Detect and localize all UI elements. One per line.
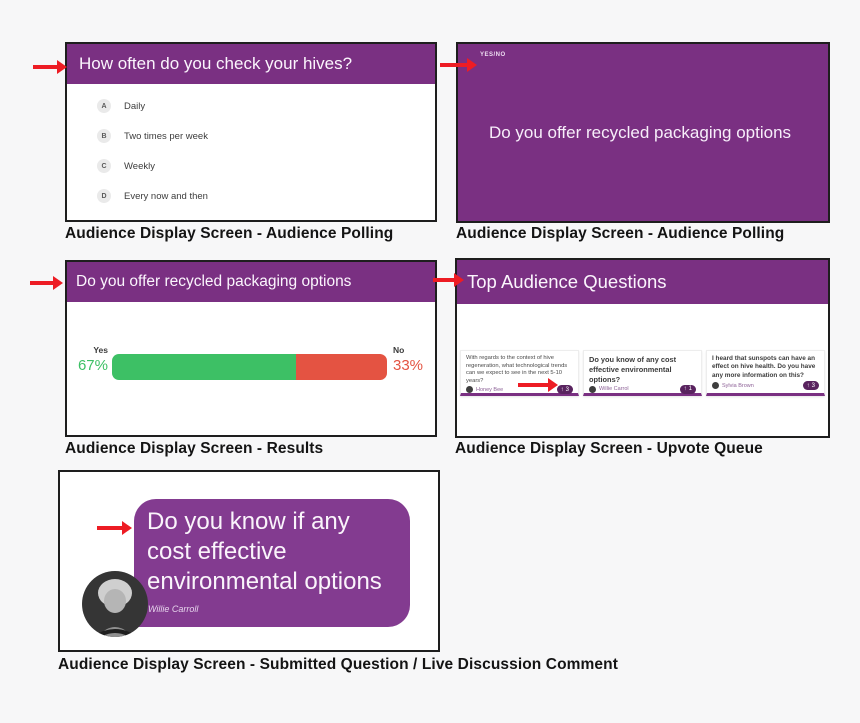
upvote-arrow-icon: ↑ (683, 386, 687, 393)
comment-text: Do you know if any cost effective enviro… (147, 508, 382, 595)
poll-options-list: A Daily B Two times per week C Weekly D … (67, 84, 435, 206)
user-avatar-icon (712, 382, 719, 389)
yesno-question-text: Do you offer recycled packaging options (488, 122, 792, 142)
no-label: No (393, 345, 405, 355)
annotation-arrow-yesno-type (440, 58, 477, 72)
figure-caption-yesno: Audience Display Screen - Audience Polli… (456, 225, 785, 242)
option-letter-badge: B (97, 129, 111, 143)
question-card-footer: Sylvia Brown ↑ 3 (712, 381, 819, 390)
upvote-arrow-icon: ↑ (806, 382, 810, 389)
yes-percent: 67% (77, 356, 108, 374)
commenter-avatar (82, 571, 148, 637)
arrow-head-icon (548, 378, 558, 392)
annotation-arrow-vote-badge (518, 378, 558, 392)
yes-result-label: Yes 67% (67, 346, 108, 373)
question-text: Do you know of any cost effective enviro… (589, 355, 677, 384)
question-author: Honey Bee (476, 386, 504, 393)
vote-count: 3 (565, 386, 569, 393)
question-author: Willie Carrol (599, 386, 629, 393)
figure-caption-upvote: Audience Display Screen - Upvote Queue (455, 440, 763, 457)
poll-option-a[interactable]: A Daily (97, 96, 435, 116)
option-letter-badge: A (97, 99, 111, 113)
arrow-head-icon (53, 276, 63, 290)
figure-caption-results: Audience Display Screen - Results (65, 440, 324, 457)
results-question-text: Do you offer recycled packaging options (76, 273, 352, 290)
poll-option-c[interactable]: C Weekly (97, 156, 435, 176)
question-author: Sylvia Brown (722, 382, 754, 389)
option-label: Daily (124, 100, 146, 112)
upvote-badge[interactable]: ↑ 3 (802, 381, 819, 390)
yes-bar-segment (112, 354, 297, 380)
question-text: With regards to the context of hive rege… (466, 355, 568, 384)
comment-bubble: Do you know if any cost effective enviro… (134, 499, 410, 627)
question-card-row: With regards to the context of hive rege… (460, 350, 825, 396)
question-card-3: I heard that sunspots can have an effect… (706, 350, 825, 396)
figure-caption-submitted: Audience Display Screen - Submitted Ques… (58, 656, 618, 673)
poll-question-header: How often do you check your hives? (67, 44, 435, 84)
question-card-2: Do you know of any cost effective enviro… (583, 350, 702, 396)
option-label: Two times per week (124, 130, 208, 142)
arrow-shaft (30, 281, 53, 285)
figure-caption-poll: Audience Display Screen - Audience Polli… (65, 225, 394, 242)
yesno-question-screen: YES/NO Do you offer recycled packaging o… (456, 42, 830, 223)
yes-label: Yes (93, 345, 108, 355)
question-card-footer: Willie Carrol ↑ 1 (589, 384, 696, 394)
arrow-shaft (97, 526, 122, 530)
annotation-arrow-upvote-header (433, 273, 464, 287)
poll-type-label: YES/NO (480, 52, 506, 58)
results-chart: Yes 67% No 33% (67, 302, 435, 435)
no-bar-segment (296, 354, 387, 380)
poll-question-text: How often do you check your hives? (79, 54, 353, 73)
annotation-arrow-bubble-text (97, 521, 132, 535)
user-avatar-icon (589, 385, 596, 393)
submitted-question-screen: Do you know if any cost effective enviro… (58, 470, 440, 652)
arrow-head-icon (467, 58, 477, 72)
annotation-arrow-results-header (30, 276, 63, 290)
option-label: Every now and then (124, 190, 208, 202)
question-text: I heard that sunspots can have an effect… (712, 355, 816, 379)
upvote-arrow-icon: ↑ (560, 386, 564, 393)
results-question-header: Do you offer recycled packaging options (67, 262, 435, 302)
arrow-shaft (440, 63, 467, 67)
upvote-queue-screen: Top Audience Questions With regards to t… (455, 258, 830, 438)
arrow-shaft (433, 278, 454, 282)
arrow-head-icon (454, 273, 464, 287)
no-result-label: No 33% (393, 346, 423, 373)
arrow-shaft (518, 383, 548, 387)
results-screen: Do you offer recycled packaging options … (65, 260, 437, 437)
vote-count: 1 (688, 386, 692, 393)
upvote-badge[interactable]: ↑ 3 (556, 385, 573, 395)
question-card-1: With regards to the context of hive rege… (460, 350, 579, 396)
user-avatar-icon (466, 386, 473, 394)
results-bar (112, 354, 387, 380)
poll-option-d[interactable]: D Every now and then (97, 186, 435, 206)
question-card-footer: Honey Bee ↑ 3 (466, 385, 573, 395)
arrow-head-icon (57, 60, 67, 74)
annotation-arrow-poll-header (33, 60, 67, 74)
option-letter-badge: C (97, 159, 111, 173)
no-percent: 33% (393, 356, 424, 374)
arrow-shaft (33, 65, 57, 69)
vote-count: 3 (811, 382, 815, 389)
upvote-header-text: Top Audience Questions (467, 271, 667, 292)
poll-options-screen: How often do you check your hives? A Dai… (65, 42, 437, 222)
arrow-head-icon (122, 521, 132, 535)
option-label: Weekly (124, 160, 155, 172)
option-letter-badge: D (97, 189, 111, 203)
upvote-badge[interactable]: ↑ 1 (679, 384, 696, 394)
upvote-header: Top Audience Questions (457, 260, 828, 304)
comment-author: Willie Carroll (148, 604, 199, 614)
poll-option-b[interactable]: B Two times per week (97, 126, 435, 146)
